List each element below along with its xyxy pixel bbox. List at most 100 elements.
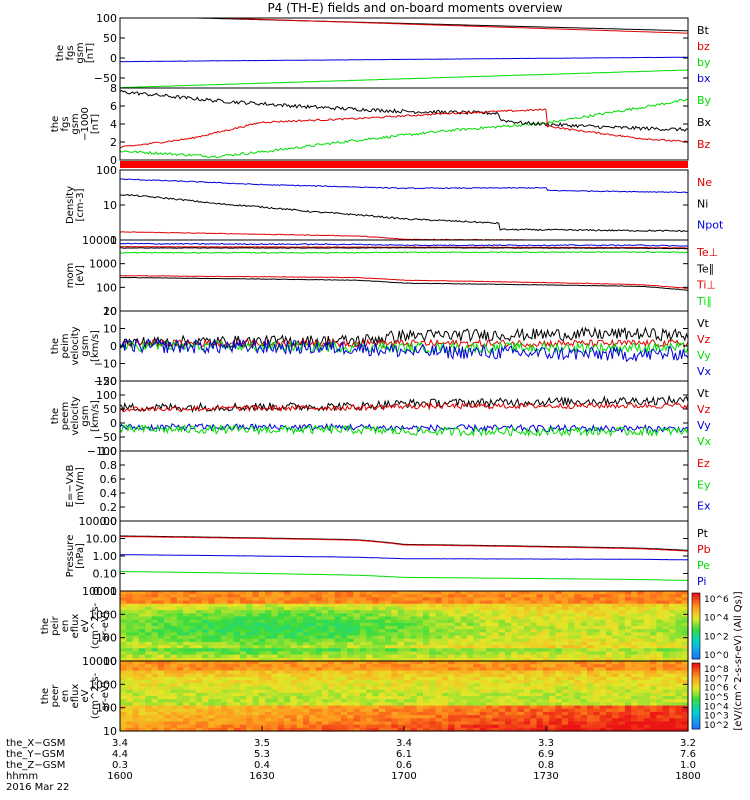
heatmap-cell bbox=[631, 680, 639, 684]
heatmap-cell bbox=[189, 673, 197, 678]
heatmap-cell bbox=[334, 715, 342, 719]
heatmap-cell bbox=[612, 648, 620, 653]
colorbar-label: [eV/(cm^2-s-sr-eV) (All Qs)] bbox=[733, 591, 744, 730]
heatmap-cell bbox=[359, 641, 367, 646]
heatmap-cell bbox=[132, 727, 140, 732]
heatmap-cell bbox=[410, 594, 418, 598]
heatmap-cell bbox=[138, 696, 146, 700]
heatmap-cell bbox=[202, 705, 209, 710]
heatmap-cell bbox=[429, 711, 437, 716]
heatmap-cell bbox=[378, 673, 386, 678]
heatmap-cell bbox=[328, 718, 336, 723]
heatmap-cell bbox=[511, 689, 519, 694]
colorbar-step bbox=[692, 652, 700, 656]
legend-entry: by bbox=[697, 56, 711, 69]
heatmap-cell bbox=[605, 664, 613, 668]
heatmap-cell bbox=[303, 619, 310, 624]
heatmap-cell bbox=[176, 664, 184, 668]
heatmap-cell bbox=[574, 645, 582, 649]
heatmap-cell bbox=[460, 616, 468, 621]
heatmap-cell bbox=[145, 699, 153, 703]
heatmap-cell bbox=[385, 683, 392, 688]
heatmap-cell bbox=[448, 696, 456, 700]
heatmap-cell bbox=[265, 645, 273, 649]
heatmap-cell bbox=[164, 696, 172, 700]
heatmap-cell bbox=[568, 727, 575, 732]
y-tick-label: −100 bbox=[87, 445, 117, 458]
heatmap-cell bbox=[580, 594, 588, 598]
heatmap-cell bbox=[643, 702, 651, 707]
heatmap-cell bbox=[410, 692, 418, 697]
heatmap-cell bbox=[189, 641, 197, 646]
heatmap-cell bbox=[271, 689, 279, 694]
heatmap-cell bbox=[454, 632, 462, 637]
heatmap-cell bbox=[290, 676, 298, 681]
heatmap-cell bbox=[643, 603, 651, 608]
heatmap-cell bbox=[410, 603, 418, 608]
heatmap-cell bbox=[189, 603, 197, 608]
heatmap-cell bbox=[208, 670, 216, 675]
heatmap-cell bbox=[511, 591, 519, 595]
heatmap-cell bbox=[422, 689, 430, 694]
heatmap-cell bbox=[183, 613, 191, 618]
heatmap-cell bbox=[176, 699, 184, 703]
heatmap-cell bbox=[435, 696, 443, 700]
heatmap-cell bbox=[309, 603, 317, 608]
heatmap-cell bbox=[656, 692, 664, 697]
heatmap-cell bbox=[353, 696, 361, 700]
heatmap-cell bbox=[132, 676, 140, 681]
heatmap-cell bbox=[176, 616, 184, 621]
heatmap-cell bbox=[637, 696, 645, 700]
heatmap-cell bbox=[593, 613, 601, 618]
heatmap-cell bbox=[486, 600, 493, 605]
heatmap-cell bbox=[366, 683, 374, 688]
heatmap-cell bbox=[246, 606, 254, 611]
heatmap-cell bbox=[568, 603, 575, 608]
heatmap-cell bbox=[227, 683, 235, 688]
x-row-value: 3.5 bbox=[254, 738, 270, 749]
heatmap-cell bbox=[429, 641, 437, 646]
heatmap-cell bbox=[612, 686, 620, 691]
y-axis-label-line: velocity bbox=[70, 326, 81, 365]
heatmap-cell bbox=[631, 606, 639, 611]
heatmap-cell bbox=[504, 702, 512, 707]
colorbar-tick-label: 10^6 bbox=[704, 595, 729, 605]
heatmap-cell bbox=[549, 619, 557, 624]
heatmap-cell bbox=[334, 718, 342, 723]
heatmap-cell bbox=[669, 613, 676, 618]
heatmap-cell bbox=[542, 670, 550, 675]
y-tick-label: 50 bbox=[103, 32, 117, 45]
heatmap-cell bbox=[385, 718, 392, 723]
y-tick-label: 0.01 bbox=[93, 585, 118, 598]
heatmap-cell bbox=[157, 686, 165, 691]
colorbar-step bbox=[692, 656, 700, 660]
heatmap-cell bbox=[176, 676, 184, 681]
heatmap-cell bbox=[599, 603, 607, 608]
panels: 100500−50thefgsgsm[nT]Btbzbybx86420thefg… bbox=[40, 12, 729, 738]
heatmap-cell bbox=[593, 632, 601, 637]
heatmap-cell bbox=[422, 673, 430, 678]
heatmap-cell bbox=[504, 667, 512, 672]
heatmap-cell bbox=[258, 661, 266, 665]
heatmap-cell bbox=[164, 632, 172, 637]
heatmap-cell bbox=[258, 651, 266, 656]
heatmap-cell bbox=[675, 603, 683, 608]
heatmap-cell bbox=[448, 702, 456, 707]
heatmap-cell bbox=[157, 638, 165, 643]
colorbar-step bbox=[692, 601, 700, 605]
heatmap-cell bbox=[587, 613, 594, 618]
heatmap-cell bbox=[334, 724, 342, 729]
heatmap-cell bbox=[511, 661, 519, 665]
heatmap-cell bbox=[378, 699, 386, 703]
heatmap-cell bbox=[202, 711, 209, 716]
y-axis-label-line: [nPa] bbox=[75, 543, 86, 569]
heatmap-cell bbox=[454, 667, 462, 672]
heatmap-cell bbox=[441, 670, 449, 675]
heatmap-cell bbox=[574, 686, 582, 691]
heatmap-cell bbox=[132, 661, 140, 665]
heatmap-cell bbox=[523, 692, 531, 697]
heatmap-cell bbox=[662, 603, 670, 608]
heatmap-cell bbox=[183, 610, 191, 614]
heatmap-cell bbox=[656, 680, 664, 684]
heatmap-cell bbox=[637, 708, 645, 713]
